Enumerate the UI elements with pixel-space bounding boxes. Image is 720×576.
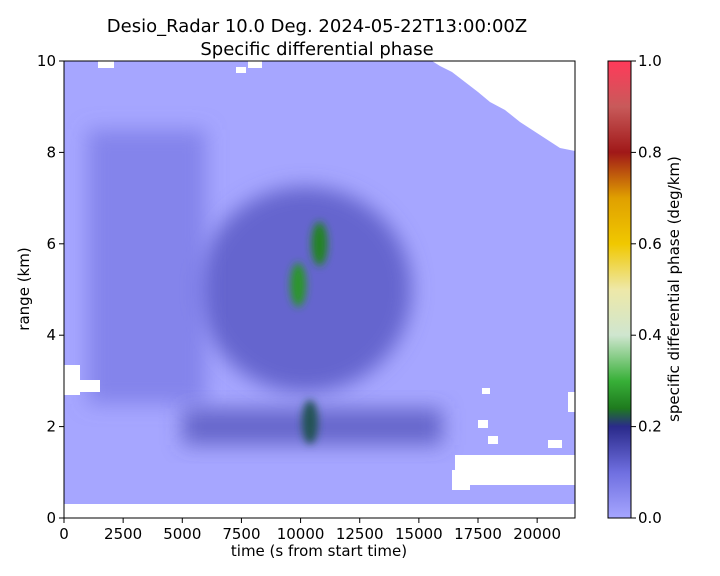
x-axis-label: time (s from start time) <box>231 542 407 560</box>
no-data-region <box>548 440 562 448</box>
no-data-region <box>248 61 262 68</box>
y-tick-label: 4 <box>46 326 56 344</box>
colorbar-tick-label: 0.4 <box>638 326 662 344</box>
no-data-region <box>452 470 470 490</box>
colorbar-tick-label: 0.6 <box>638 235 662 253</box>
y-tick-label: 2 <box>46 418 56 436</box>
x-tick-label: 12500 <box>336 525 384 543</box>
y-tick-label: 0 <box>46 509 56 527</box>
x-tick-label: 20000 <box>513 525 561 543</box>
no-data-region <box>64 365 80 395</box>
colorbar-tick-label: 0.2 <box>638 418 662 436</box>
heatmap-features <box>87 129 443 445</box>
heatmap-peak-core <box>302 400 319 445</box>
heatmap-peak-core <box>290 262 307 307</box>
no-data-region <box>64 504 575 518</box>
x-tick-label: 15000 <box>395 525 443 543</box>
chart-title: Desio_Radar 10.0 Deg. 2024-05-22T13:00:0… <box>107 16 527 37</box>
x-axis: 0 2500 5000 7500 10000 12500 15000 17500 20000 <box>59 518 561 543</box>
x-tick-label: 2500 <box>104 525 142 543</box>
colorbar-tick-label: 1.0 <box>638 52 662 70</box>
no-data-region <box>98 61 114 68</box>
x-tick-label: 5000 <box>163 525 201 543</box>
no-data-region <box>432 61 575 151</box>
no-data-regions <box>64 61 575 518</box>
y-axis: 0 2 4 6 8 10 <box>37 52 64 527</box>
colorbar-bar <box>607 60 632 519</box>
no-data-region <box>236 67 246 73</box>
colorbar-tick-label: 0.8 <box>638 143 662 161</box>
y-tick-label: 6 <box>46 235 56 253</box>
heatmap-streak-band <box>87 129 206 404</box>
chart-subtitle: Specific differential phase <box>200 39 433 60</box>
no-data-region <box>568 392 575 412</box>
no-data-region <box>482 388 490 394</box>
plot-frame <box>63 60 576 519</box>
y-tick-label: 8 <box>46 143 56 161</box>
no-data-region <box>478 420 488 428</box>
heatmap-peak-core <box>311 221 328 266</box>
x-tick-label: 17500 <box>454 525 502 543</box>
colorbar-ticks: 0.0 0.2 0.4 0.6 0.8 1.0 <box>631 52 662 527</box>
x-tick-label: 10000 <box>277 525 325 543</box>
no-data-region <box>488 436 498 444</box>
plot-area <box>63 60 576 519</box>
no-data-region <box>476 455 536 477</box>
colorbar: 0.0 0.2 0.4 0.6 0.8 1.0 specific differential… <box>607 52 683 527</box>
y-axis-label: range (km) <box>15 247 33 330</box>
y-tick-label: 10 <box>37 52 56 70</box>
x-tick-label: 7500 <box>222 525 260 543</box>
x-tick-label: 0 <box>59 525 69 543</box>
colorbar-tick-label: 0.0 <box>638 509 662 527</box>
no-data-region <box>80 380 100 392</box>
colorbar-label: specific differential phase (deg/km) <box>665 156 683 422</box>
